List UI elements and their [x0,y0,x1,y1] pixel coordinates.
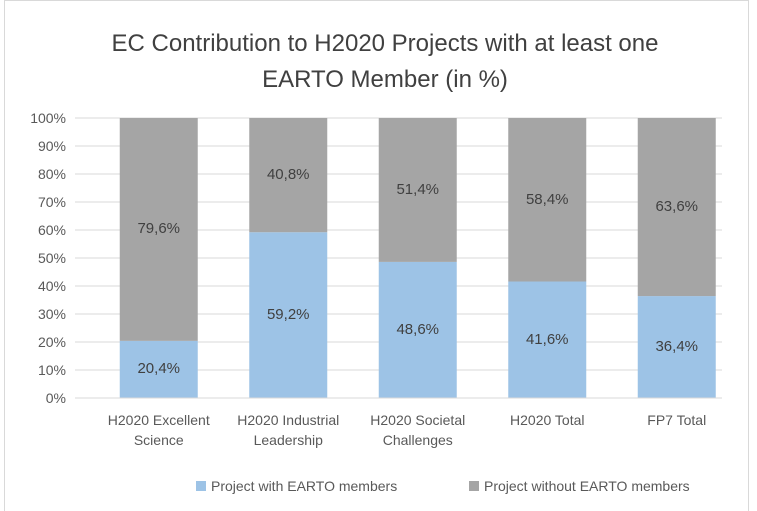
y-tick-label: 40% [37,278,66,294]
y-tick-label: 80% [37,166,66,182]
bar-segment [637,296,716,398]
data-label: 79,6% [137,220,181,238]
chart-title: EC Contribution to H2020 Projects with a… [111,30,659,93]
legend-swatch [196,481,206,491]
data-label: 59,2% [266,306,310,324]
chart-border [4,0,749,511]
y-tick-label: 70% [37,194,66,210]
bar-segment [378,118,457,262]
data-label: 48,6% [396,320,440,338]
x-tick-label: FP7 Total [647,412,707,428]
bar-segment [508,281,587,398]
bar-segment [637,118,716,297]
bar-segment [249,118,328,233]
x-tick-label: H2020 Industrial Leadership [237,412,340,448]
legend-label: Project with EARTO members [211,478,398,494]
data-label: 36,4% [655,338,699,356]
bar-segment [508,118,587,282]
bar-segment [378,261,457,398]
data-label: 40,8% [266,166,310,184]
bar-segment [119,118,198,341]
y-tick-label: 20% [37,334,66,350]
y-tick-label: 50% [37,250,66,266]
y-tick-label: 30% [37,306,66,322]
x-tick-label: H2020 Total [510,412,585,428]
bar-segment [119,340,198,398]
y-tick-label: 100% [30,110,66,126]
y-tick-label: 90% [37,138,66,154]
bar-segment [249,232,328,398]
data-label: 20,4% [137,360,181,378]
y-tick-label: 10% [37,362,66,378]
data-label: 51,4% [396,180,440,198]
x-tick-label: H2020 Excellent Science [107,412,210,448]
y-tick-label: 60% [37,222,66,238]
legend-label: Project without EARTO members [484,478,690,494]
data-label: 41,6% [525,330,569,348]
data-label: 63,6% [655,198,699,216]
data-label: 58,4% [525,190,569,208]
legend-swatch [469,481,479,491]
x-tick-label: H2020 Societal Challenges [370,412,466,448]
y-tick-label: 0% [45,390,66,406]
